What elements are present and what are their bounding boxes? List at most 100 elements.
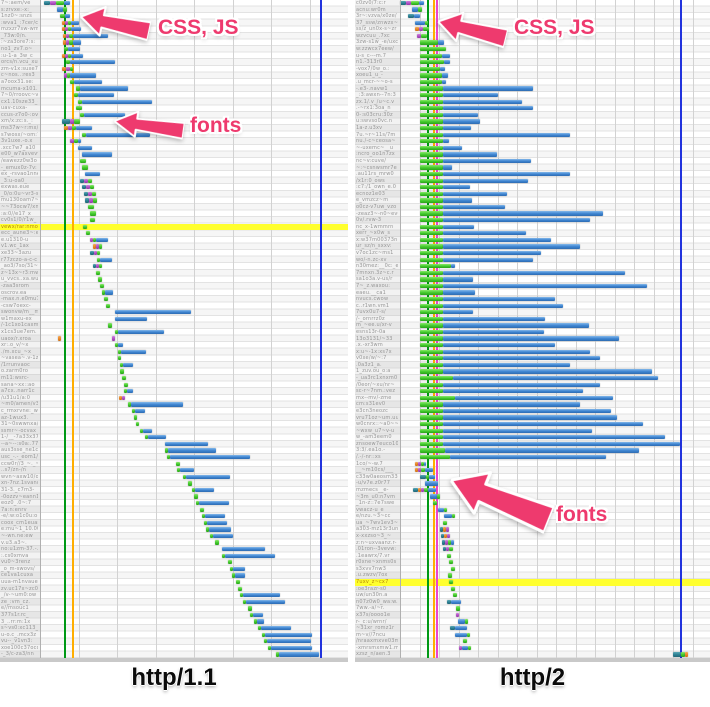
waterfall-bar-segment	[443, 428, 592, 433]
waterfall-bar-segment	[443, 297, 555, 302]
css-js-arrow-left	[77, 1, 153, 47]
waterfall-bar-segment	[443, 125, 471, 131]
waterfall-bar-segment	[456, 612, 459, 618]
waterfall-bar-segment	[104, 297, 108, 302]
row-label: .u_mcr-~~o-s	[356, 78, 393, 85]
waterfall-bar-segment	[451, 264, 455, 269]
waterfall-bar-segment	[71, 27, 81, 32]
waterfall-bar-segment	[443, 250, 541, 256]
waterfall-bar-segment	[449, 547, 453, 552]
waterfall-bar-segment	[250, 612, 253, 618]
row-label: m_~ee.u/xr-v	[356, 322, 392, 329]
waterfall-bar-segment	[62, 20, 65, 25]
waterfall-bar-segment	[443, 415, 617, 420]
waterfall-bar-segment	[420, 408, 443, 414]
waterfall-bar-segment	[420, 415, 443, 420]
waterfall-bar-segment	[441, 533, 444, 539]
waterfall-bar-segment	[425, 481, 438, 486]
waterfall-bar-segment	[420, 369, 443, 374]
waterfall-bar-segment	[420, 224, 443, 229]
row-label: m11:wsrc-	[1, 375, 29, 382]
waterfall-bar-segment	[65, 20, 68, 25]
waterfall-bar-segment	[428, 487, 436, 493]
orange-vertical-line	[71, 0, 74, 658]
row-label: -_3/c-za3/nn	[1, 651, 35, 658]
waterfall-bar-segment	[443, 178, 528, 183]
waterfall-bar-segment	[265, 632, 312, 637]
row-label: wvn~axw10/o:s	[1, 473, 38, 480]
waterfall-bar-segment	[183, 474, 186, 479]
waterfall-bar-segment	[420, 474, 426, 479]
row-label: e//msouc1	[1, 605, 29, 612]
waterfall-bar-segment	[233, 566, 245, 572]
row-label: zv.uc17x~zc013	[1, 585, 38, 592]
row-label: -zaa3srom	[1, 282, 30, 289]
waterfall-bar-segment	[447, 599, 451, 604]
waterfall-bar-segment	[450, 626, 455, 631]
waterfall-bar-segment	[420, 356, 443, 361]
row-label: /.-/-nr::xs	[356, 454, 381, 461]
blue-vertical-line	[680, 0, 682, 658]
row-label: o.zarm0ro	[1, 368, 29, 375]
waterfall-bar-segment	[58, 336, 61, 341]
row-label: cv0s1/0/r1w_	[1, 217, 37, 224]
row-label: 7~0/rroovc~vs	[1, 92, 38, 99]
magenta-vertical-line	[436, 0, 438, 658]
row-label: r-_c:u/wrnr/	[356, 618, 387, 625]
row-label: a7oox31.se:	[1, 78, 34, 85]
waterfall-bar-segment	[420, 106, 443, 111]
waterfall-bar-segment	[73, 40, 81, 45]
row-label: 37_ssw/znwzx~	[356, 19, 398, 26]
row-label: .1eawrx/7.vr	[356, 552, 390, 559]
row-label: 7mnxn.3z~c.r	[356, 269, 394, 276]
row-label: n30mez:__0c:_e	[356, 263, 398, 270]
panel-bottom-edge	[355, 658, 710, 662]
waterfall-bar-segment	[443, 191, 507, 196]
waterfall-bar-segment	[420, 204, 443, 210]
gridline	[517, 0, 518, 658]
row-label: 7~_z.waxou:	[356, 282, 391, 289]
waterfall-bar-segment	[420, 158, 443, 164]
waterfall-bar-segment	[420, 211, 443, 216]
waterfall-bar-segment	[420, 237, 443, 243]
waterfall-bar-segment	[145, 435, 148, 440]
waterfall-bar-segment	[105, 290, 113, 295]
row-label: ~m0/amen/v3	[1, 401, 38, 408]
waterfall-bar-segment	[414, 14, 420, 19]
waterfall-bar-segment	[420, 152, 443, 157]
waterfall-bar-segment	[443, 139, 449, 144]
row-label: e_vmzcz~m	[356, 197, 389, 204]
waterfall-bar-segment	[66, 33, 69, 39]
css-js-arrow-right	[434, 6, 510, 54]
waterfall-bar-segment	[443, 99, 522, 104]
row-label: ..s7/zn-/n	[1, 467, 27, 474]
row-label: vru71oz~um.uu	[356, 414, 398, 421]
row-label: 7~:aem/ve	[1, 0, 31, 6]
waterfall-bar-segment	[70, 119, 74, 124]
waterfall-bar-segment	[420, 40, 438, 45]
waterfall-bar-segment	[445, 540, 448, 545]
gridline	[673, 0, 674, 658]
waterfall-bar-segment	[420, 218, 443, 223]
waterfall-bar-segment	[70, 79, 74, 85]
waterfall-bar-segment	[66, 40, 69, 45]
waterfall-bar-segment	[418, 487, 421, 493]
waterfall-bar-segment	[443, 244, 580, 249]
waterfall-bar-segment	[424, 461, 426, 466]
waterfall-bar-segment	[64, 73, 67, 78]
row-label: _:3:awxn--7n:3	[356, 92, 396, 99]
waterfall-bar-segment	[426, 474, 429, 479]
waterfall-bar-segment	[420, 93, 443, 98]
waterfall-bar-segment	[443, 547, 446, 552]
row-label: 0v/.rvw-3	[356, 217, 382, 224]
waterfall-bar-segment	[267, 639, 311, 644]
row-label: nvucs.cwow	[356, 296, 389, 303]
highlighted-row	[355, 579, 710, 586]
waterfall-bar-segment	[90, 218, 95, 223]
row-label: _/v-~um0:ow	[1, 592, 37, 599]
waterfall-bar-segment	[102, 290, 105, 295]
waterfall-bar-segment	[62, 66, 66, 71]
waterfall-bar-segment	[440, 66, 445, 71]
waterfall-bar-segment	[65, 53, 68, 58]
waterfall-bar-segment	[420, 277, 443, 282]
